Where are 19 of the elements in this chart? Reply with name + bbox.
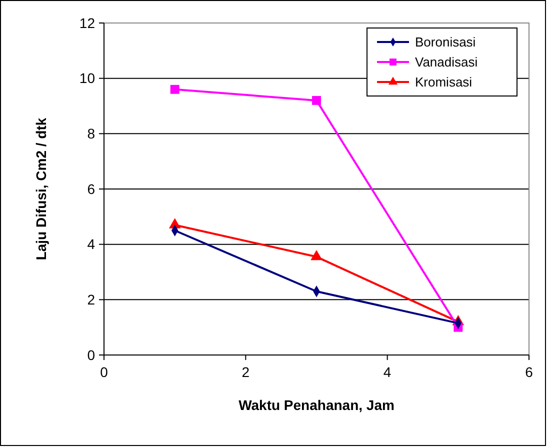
point	[170, 84, 180, 94]
y-tick-label: 8	[87, 126, 96, 142]
x-tick-label: 6	[525, 364, 534, 380]
legend-label: Boronisasi	[415, 34, 476, 50]
point	[310, 250, 322, 260]
x-axis-title: Waktu Penahanan, Jam	[238, 397, 394, 413]
y-tick-label: 6	[87, 180, 96, 197]
y-tick-label: 2	[87, 292, 96, 308]
y-tick-label: 0	[87, 346, 96, 363]
y-tick-label: 4	[87, 236, 96, 252]
y-axis-title: Laju Difusi, Cm2 / dtk	[33, 118, 49, 260]
legend-label: Vanadisasi	[415, 54, 478, 70]
legend-label: Kromisasi	[415, 74, 472, 90]
x-tick-label: 2	[242, 364, 250, 380]
x-tick-label: 4	[383, 364, 392, 380]
point	[312, 96, 321, 105]
x-tick-label: 0	[100, 364, 108, 380]
y-tick-label: 12	[79, 14, 96, 31]
y-tick-label: 10	[79, 70, 96, 86]
